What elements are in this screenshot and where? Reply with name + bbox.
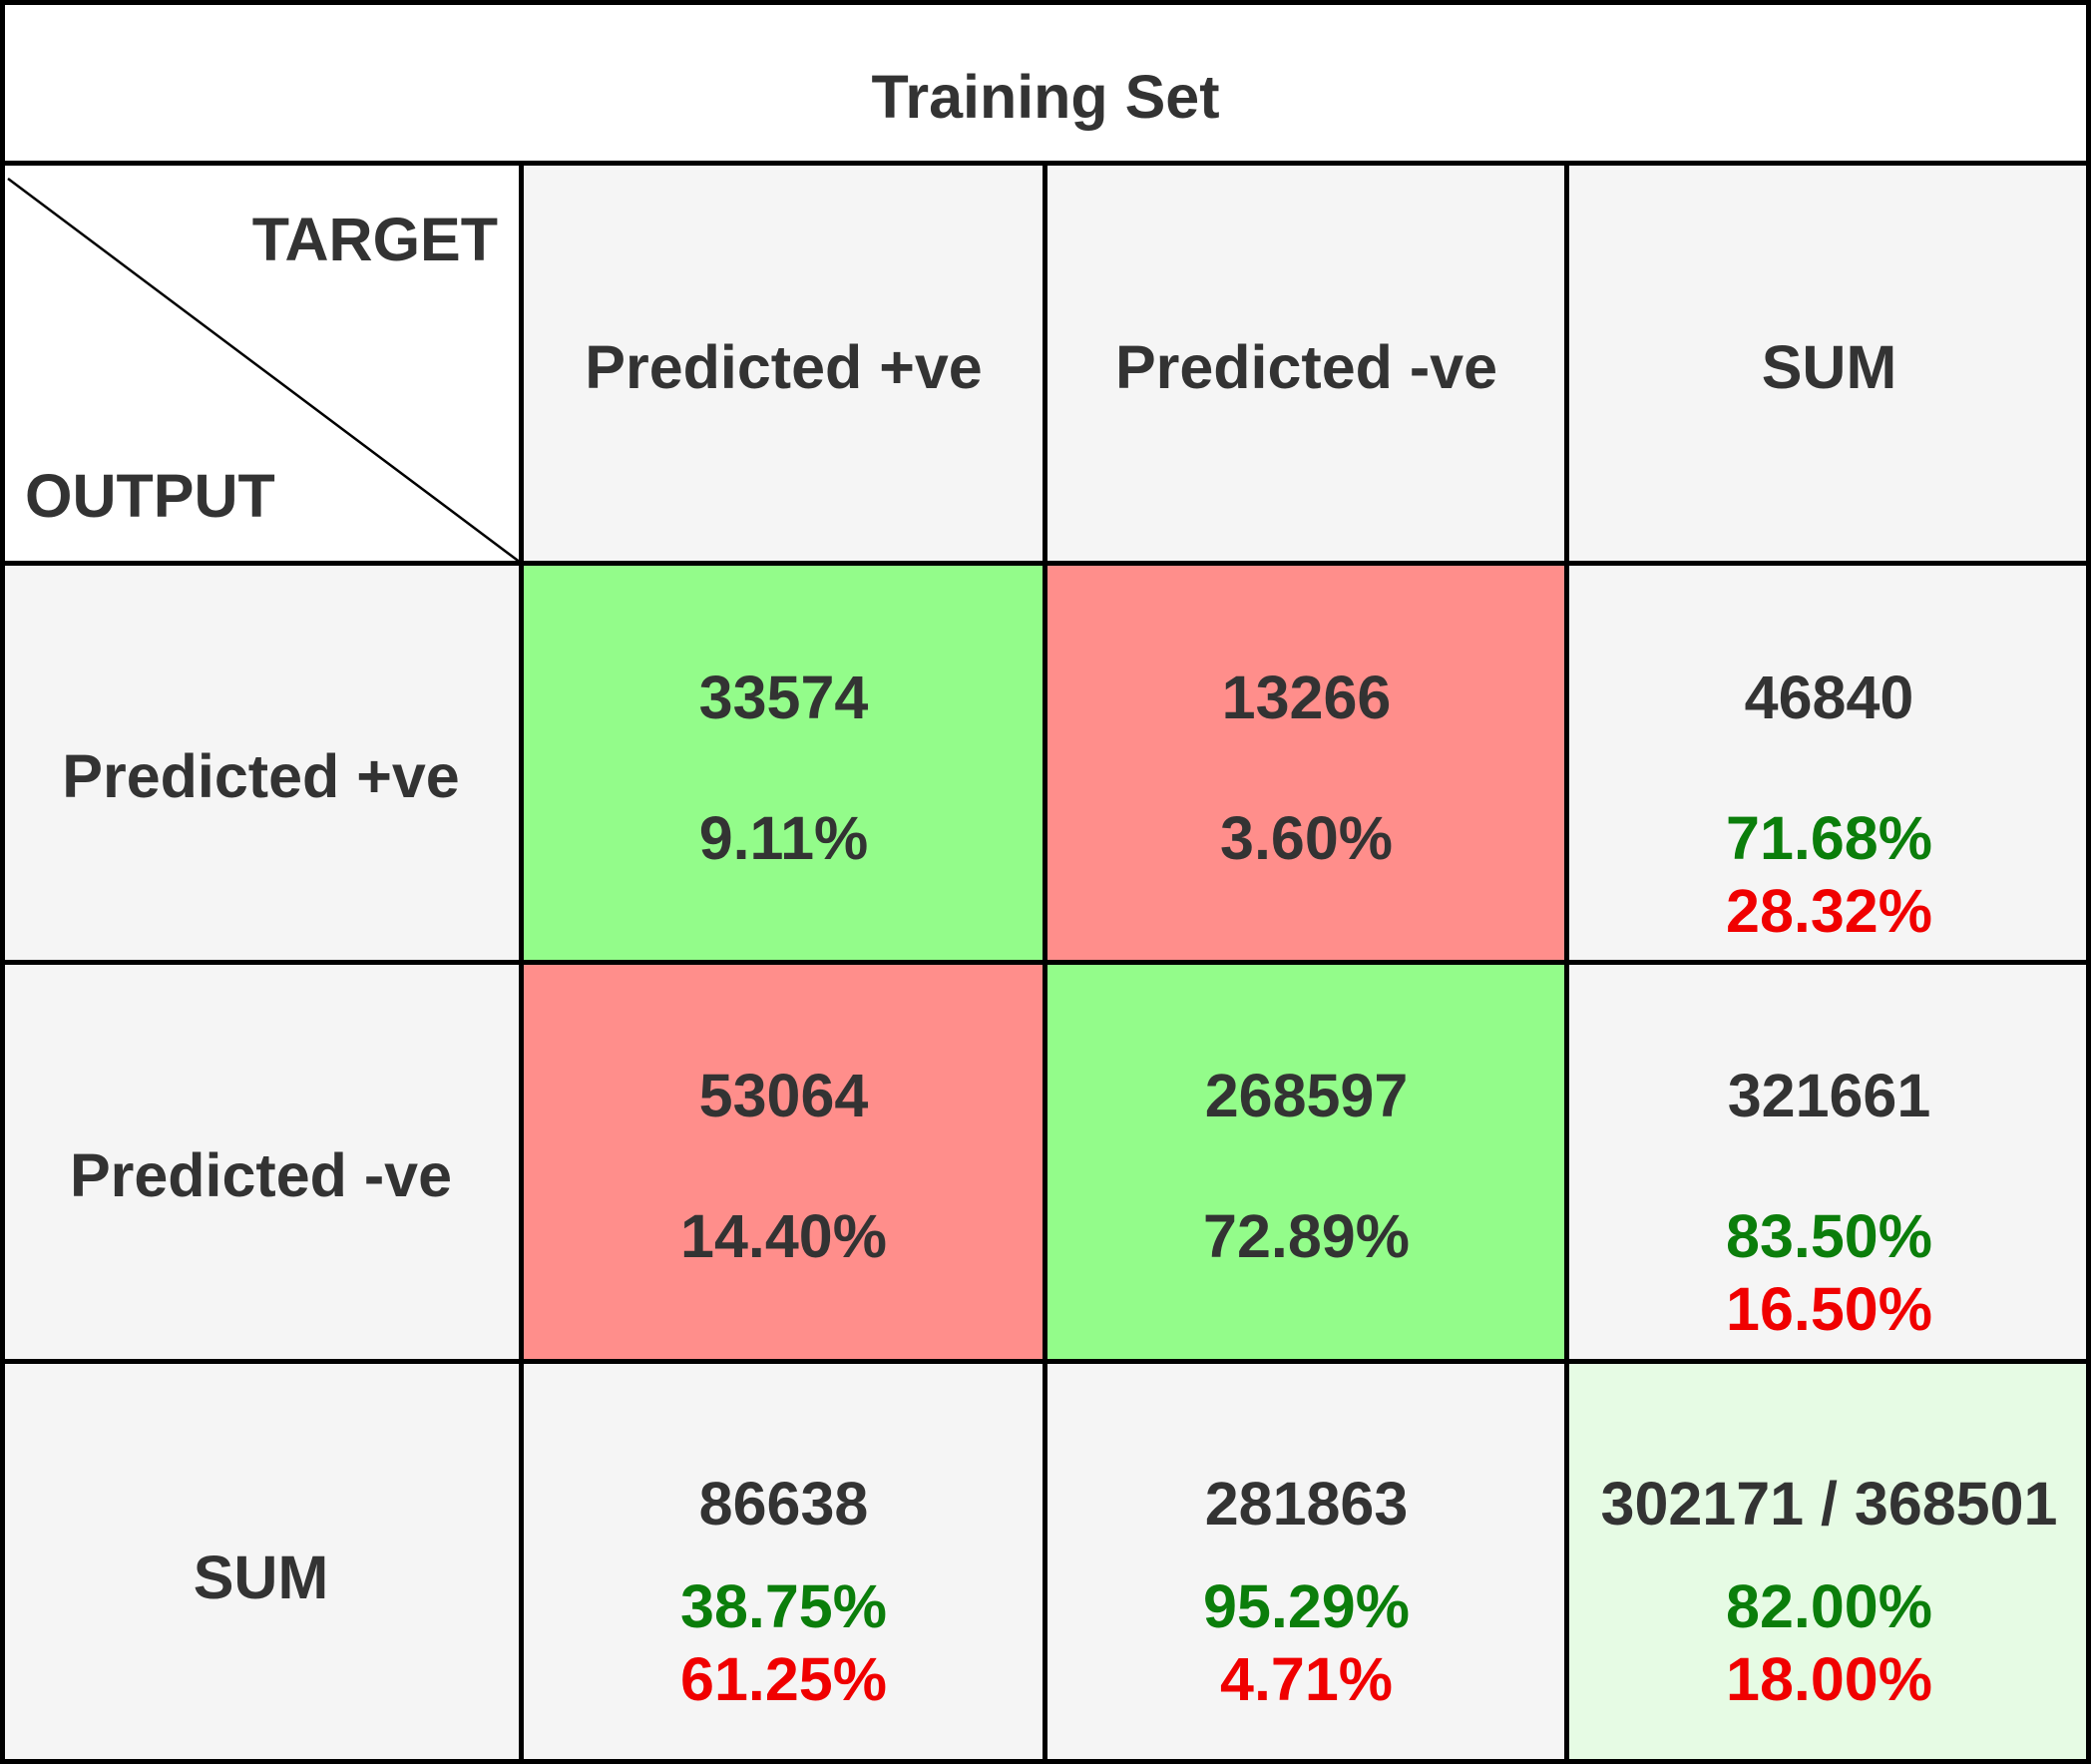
border-right <box>2086 0 2091 1764</box>
cell-count: 302171 / 368501 <box>1600 1470 2058 1538</box>
row-header-0: Predicted +ve <box>0 564 522 963</box>
cell-row-sum-1: 321661 83.50% 16.50% <box>1567 963 2091 1362</box>
cell-true-negative: 268597 72.89% <box>1046 963 1567 1362</box>
cell-row-sum-0: 46840 71.68% 28.32% <box>1567 564 2091 963</box>
corner-target-label: TARGET <box>251 206 498 273</box>
column-header-label: SUM <box>1761 333 1897 401</box>
corner-output-label: OUTPUT <box>25 462 275 530</box>
cell-percent: 3.60% <box>1220 804 1393 872</box>
row-header-1: Predicted -ve <box>0 963 522 1362</box>
row-header-label: SUM <box>193 1544 329 1611</box>
column-header-label: Predicted -ve <box>1114 333 1498 401</box>
grid-line-v <box>519 164 524 1764</box>
cell-bad-percent: 28.32% <box>1726 877 1932 945</box>
cell-count: 86638 <box>698 1470 869 1538</box>
cell-percent: 9.11% <box>698 804 869 872</box>
cell-count: 13266 <box>1221 663 1392 731</box>
row-header-label: Predicted +ve <box>62 742 460 810</box>
cell-column-sum-1: 281863 95.29% 4.71% <box>1046 1362 1567 1764</box>
cell-bad-percent: 4.71% <box>1220 1645 1393 1713</box>
cell-count: 53064 <box>698 1062 869 1129</box>
column-header-0: Predicted +ve <box>522 164 1046 564</box>
column-header-label: Predicted +ve <box>585 333 983 401</box>
row-header-label: Predicted -ve <box>69 1141 453 1209</box>
grid-line-v <box>1564 164 1569 1764</box>
cell-false-negative: 13266 3.60% <box>1046 564 1567 963</box>
cell-count: 33574 <box>698 663 869 731</box>
title-cell: Training Set <box>0 0 2091 164</box>
cell-good-percent: 95.29% <box>1203 1572 1410 1640</box>
cell-false-positive: 53064 14.40% <box>522 963 1046 1362</box>
cell-good-percent: 82.00% <box>1726 1572 1932 1640</box>
cell-bad-percent: 16.50% <box>1726 1275 1932 1343</box>
cell-count: 46840 <box>1744 663 1914 731</box>
cell-good-percent: 83.50% <box>1726 1202 1932 1270</box>
cell-percent: 14.40% <box>680 1202 887 1270</box>
cell-bad-percent: 18.00% <box>1726 1645 1932 1713</box>
cell-count: 321661 <box>1727 1062 1931 1129</box>
cell-column-sum-0: 86638 38.75% 61.25% <box>522 1362 1046 1764</box>
cell-count: 268597 <box>1204 1062 1409 1129</box>
cell-true-positive: 33574 9.11% <box>522 564 1046 963</box>
cell-bad-percent: 61.25% <box>680 1645 887 1713</box>
row-header-2: SUM <box>0 1362 522 1764</box>
chart-title: Training Set <box>871 63 1220 131</box>
border-left <box>0 0 5 1764</box>
grid-line-v <box>1043 164 1047 1764</box>
cell-count: 281863 <box>1204 1470 1409 1538</box>
column-header-1: Predicted -ve <box>1046 164 1567 564</box>
column-header-2: SUM <box>1567 164 2091 564</box>
cell-good-percent: 38.75% <box>680 1572 887 1640</box>
border-top <box>0 0 2091 5</box>
corner-diagonal <box>7 177 522 564</box>
cell-percent: 72.89% <box>1203 1202 1410 1270</box>
grid-line-h <box>0 161 2091 166</box>
corner-cell: TARGET OUTPUT <box>0 164 522 564</box>
cell-good-percent: 71.68% <box>1726 804 1932 872</box>
cell-grand-total: 302171 / 368501 82.00% 18.00% <box>1567 1362 2091 1764</box>
